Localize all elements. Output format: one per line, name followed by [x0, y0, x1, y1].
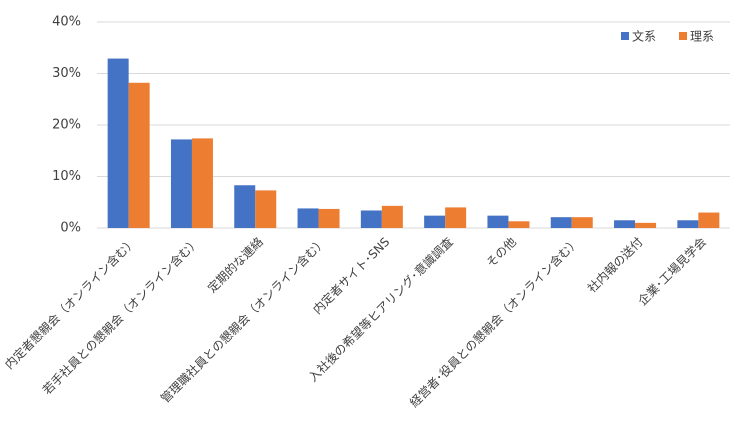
- bar: [170, 139, 192, 228]
- x-tick-label: 企業･工場見学会: [635, 234, 709, 308]
- y-tick-label: 20%: [52, 118, 81, 133]
- y-tick-label: 40%: [52, 15, 81, 30]
- legend-swatch: [621, 32, 629, 40]
- bar: [508, 221, 530, 228]
- bar: [445, 207, 467, 228]
- x-tick-label: その他: [484, 235, 519, 270]
- legend-label: 文系: [632, 29, 656, 44]
- x-tick-label: 定期的な連絡: [204, 234, 266, 296]
- bar: [550, 217, 572, 228]
- bar: [191, 138, 213, 228]
- bar: [424, 215, 446, 228]
- x-tick-label: 内定者懇親会（オンライン含む）: [1, 234, 139, 372]
- x-tick-label: 社内報の送付: [584, 234, 646, 296]
- bar: [677, 220, 699, 228]
- bar: [635, 222, 657, 228]
- legend-label: 理系: [690, 30, 714, 44]
- bar: [381, 205, 403, 228]
- bar: [614, 220, 636, 228]
- bar: [107, 58, 129, 228]
- bar: [297, 208, 319, 228]
- y-tick-label: 10%: [52, 169, 81, 184]
- bar: [360, 210, 382, 228]
- bar: [571, 217, 593, 228]
- bar: [255, 190, 277, 228]
- bar: [128, 82, 150, 229]
- bar: [698, 212, 720, 228]
- bar: [318, 208, 340, 228]
- legend-swatch: [679, 32, 687, 40]
- bar: [234, 185, 256, 228]
- bar: [487, 215, 509, 228]
- y-tick-label: 30%: [52, 66, 81, 81]
- y-tick-label: 0%: [60, 221, 81, 236]
